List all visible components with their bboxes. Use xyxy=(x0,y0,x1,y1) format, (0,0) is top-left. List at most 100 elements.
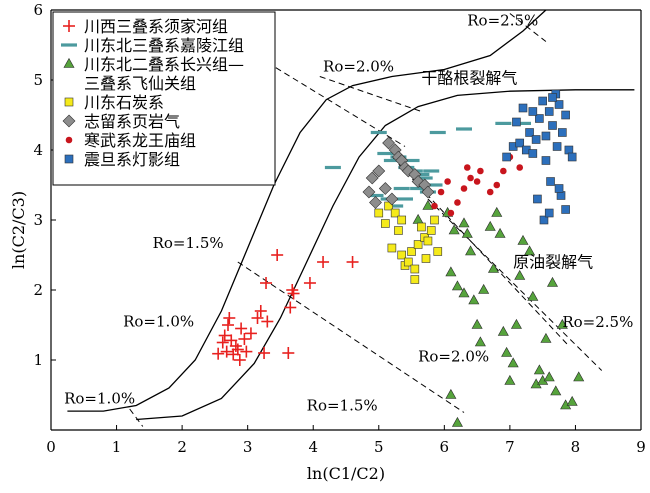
x-tick-label: 2 xyxy=(177,438,187,456)
legend-label: 川东石炭系 xyxy=(84,93,164,112)
data-point xyxy=(544,208,554,218)
annotation-ro-10-bottom: Ro=1.0% xyxy=(64,389,135,407)
data-point xyxy=(467,174,474,182)
data-point xyxy=(484,220,496,231)
data-point xyxy=(282,347,295,359)
data-point xyxy=(284,301,297,314)
data-point xyxy=(430,215,439,225)
data-point xyxy=(416,176,433,180)
y-tick-label: 2 xyxy=(33,281,43,299)
data-point xyxy=(417,222,426,232)
data-point xyxy=(426,183,443,187)
data-point xyxy=(527,290,539,301)
data-point xyxy=(437,188,445,196)
data-point xyxy=(220,345,233,358)
data-point xyxy=(473,178,481,185)
data-point xyxy=(385,192,399,206)
data-point xyxy=(491,206,503,217)
y-tick-label: 1 xyxy=(33,351,43,369)
legend-box xyxy=(52,11,276,186)
data-point xyxy=(477,167,484,175)
data-point xyxy=(533,194,542,204)
data-point xyxy=(369,196,382,209)
data-point xyxy=(397,250,407,260)
data-point xyxy=(410,186,427,191)
x-axis-label: ln(C1/C2) xyxy=(307,464,385,483)
data-points xyxy=(212,89,585,427)
data-point xyxy=(258,347,271,359)
data-point xyxy=(495,121,512,125)
legend-label: 寒武系龙王庙组 xyxy=(84,131,196,150)
data-point xyxy=(422,199,434,210)
data-point xyxy=(63,57,75,68)
data-point xyxy=(212,347,225,360)
ro-dashed-line xyxy=(427,198,603,371)
data-point xyxy=(507,357,519,368)
data-point xyxy=(541,131,551,141)
ro-dashed-line xyxy=(319,76,422,112)
data-point xyxy=(460,185,468,192)
data-point xyxy=(218,329,231,342)
data-point xyxy=(461,227,473,238)
data-point xyxy=(421,254,431,263)
data-point xyxy=(567,152,577,162)
data-point xyxy=(410,264,420,274)
data-point xyxy=(271,249,284,261)
data-point xyxy=(458,217,470,228)
data-point xyxy=(528,149,538,158)
data-point xyxy=(561,205,570,214)
data-point xyxy=(426,226,436,235)
data-point xyxy=(497,325,509,336)
annotation-ro-15-bottom: Ro=1.5% xyxy=(307,396,378,414)
data-point xyxy=(474,336,486,347)
data-point xyxy=(468,294,480,305)
data-point xyxy=(554,100,564,109)
data-point xyxy=(517,234,529,245)
annotation-yuan-you: 原油裂解气 xyxy=(513,253,593,272)
data-point xyxy=(502,152,511,162)
data-point xyxy=(500,167,507,175)
data-point xyxy=(61,43,77,47)
y-tick-label: 4 xyxy=(33,141,43,159)
data-point xyxy=(223,312,236,324)
data-point xyxy=(525,128,534,137)
annotations: Ro=2.5% Ro=2.0% 干酪根裂解气 Ro=1.5% Ro=1.0% Ro=1.0… xyxy=(64,11,633,414)
legend: 川西三叠系须家河组川东北三叠系嘉陵江组川东北二叠系长兴组—三叠系飞仙关组川东石炭… xyxy=(52,11,276,186)
data-point xyxy=(62,114,76,128)
data-point xyxy=(231,343,244,356)
legend-label: 三叠系飞仙关组 xyxy=(84,74,196,93)
data-point xyxy=(287,287,300,300)
data-point xyxy=(394,226,403,235)
data-point xyxy=(493,181,501,189)
data-point xyxy=(324,165,341,170)
legend-label: 志留系页岩气 xyxy=(84,112,180,131)
data-point xyxy=(548,93,557,102)
data-point xyxy=(538,96,547,106)
data-point xyxy=(64,154,74,164)
x-tick-label: 3 xyxy=(243,438,253,456)
annotation-ro-25-top: Ro=2.5% xyxy=(467,11,538,29)
axis-ticks: 0 1 2 3 4 5 6 7 8 9 1 2 3 4 5 6 xyxy=(33,1,645,456)
data-point xyxy=(413,172,430,177)
data-point xyxy=(222,319,234,331)
annotation-ro-10-left: Ro=1.0% xyxy=(123,312,194,330)
data-point xyxy=(365,171,379,185)
data-point xyxy=(390,208,400,218)
data-point xyxy=(387,243,397,253)
data-point xyxy=(451,416,463,427)
annotation-gan-lao-gen: 干酪根裂解气 xyxy=(421,69,517,88)
data-point xyxy=(486,188,494,196)
annotation-ro-15-left: Ro=1.5% xyxy=(153,234,224,252)
data-point xyxy=(518,103,528,113)
data-point xyxy=(501,346,513,357)
data-point xyxy=(478,283,490,294)
data-point xyxy=(556,318,568,329)
x-tick-label: 6 xyxy=(440,438,450,456)
data-point xyxy=(504,374,516,385)
data-point xyxy=(528,107,538,116)
x-tick-label: 0 xyxy=(46,438,56,456)
data-point xyxy=(465,245,477,256)
data-point xyxy=(317,256,330,268)
data-point xyxy=(377,151,394,156)
